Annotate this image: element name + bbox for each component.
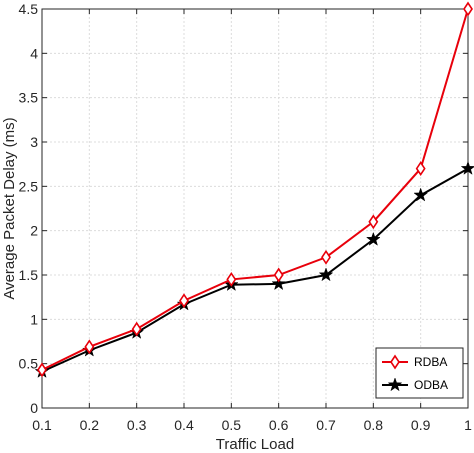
legend: RDBA ODBA	[375, 347, 464, 399]
x-tick-label: 1	[464, 417, 472, 433]
legend-box	[375, 347, 464, 399]
rdba-point	[273, 267, 284, 283]
x-tick-label: 0.6	[269, 417, 289, 433]
y-tick-label: 0.5	[19, 356, 39, 372]
rdba-point	[226, 271, 237, 287]
rdba-point	[37, 362, 47, 378]
x-tick-label: 0.2	[80, 417, 100, 433]
y-tick-label: 0	[30, 400, 38, 416]
odba-legend-marker	[387, 377, 403, 392]
rdba-legend-marker	[390, 354, 400, 370]
plot-frame	[41, 8, 469, 409]
y-tick-label: 4	[30, 45, 38, 61]
rdba-point	[131, 321, 142, 337]
grid	[42, 9, 468, 408]
odba-point	[365, 231, 381, 246]
y-tick-label: 3	[30, 134, 38, 150]
y-tick-label: 1	[30, 311, 38, 327]
rdba-point	[84, 339, 95, 355]
odba-series-line	[41, 167, 469, 373]
odba-point	[460, 160, 474, 175]
x-tick-label: 0.5	[222, 417, 242, 433]
x-axis-title: Traffic Load	[216, 436, 294, 453]
rdba-point	[368, 214, 379, 230]
rdba-point	[179, 293, 189, 309]
axes: 0 0.5 1 1.5 2 2.5 3 3.5 4 4.5 0.1 0.2 0.3 0.4 0.5 0.6 0.…	[19, 1, 473, 433]
rdba-legend-label: RDBA	[414, 355, 447, 369]
series	[34, 1, 474, 378]
rdba-point	[463, 1, 473, 17]
y-tick-label: 3.5	[19, 90, 39, 106]
y-tick-label: 4.5	[19, 1, 39, 17]
x-tick-label: 0.3	[127, 417, 147, 433]
x-tick-label: 0.4	[174, 417, 194, 433]
y-tick-label: 2.5	[19, 178, 39, 194]
rdba-point	[321, 249, 331, 265]
x-tick-label: 0.8	[364, 417, 384, 433]
odba-legend-label: ODBA	[414, 378, 448, 392]
x-tick-label: 0.1	[32, 417, 52, 433]
odba-point	[318, 267, 334, 282]
rdba-series-line	[41, 8, 469, 371]
odba-point	[413, 187, 429, 202]
rdba-point	[415, 161, 426, 177]
x-tick-label: 0.9	[411, 417, 431, 433]
y-axis-title: Average Packet Delay (ms)	[1, 117, 18, 299]
odba-point	[271, 276, 287, 291]
y-tick-label: 2	[30, 223, 38, 239]
x-tick-label: 0.7	[316, 417, 336, 433]
y-tick-label: 1.5	[19, 267, 39, 283]
